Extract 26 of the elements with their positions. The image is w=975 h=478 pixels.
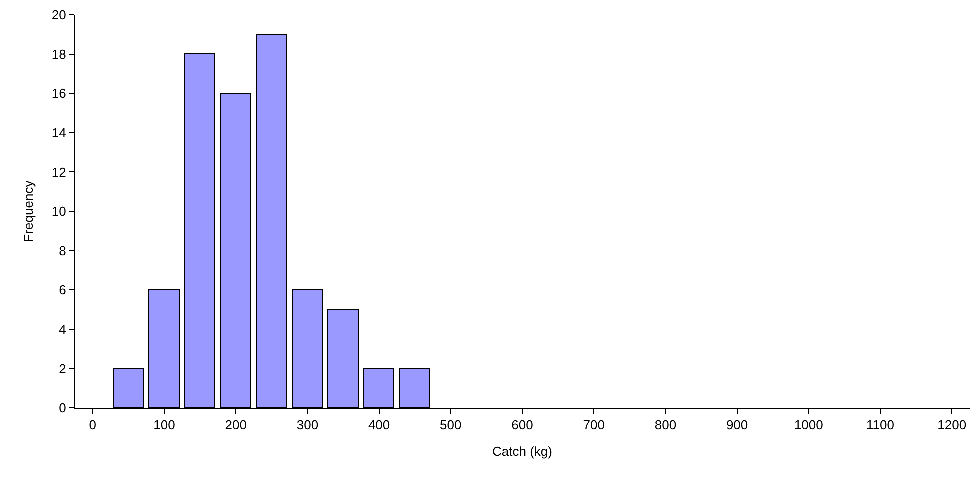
x-tick-label: 0 <box>89 418 97 433</box>
x-tick-label: 200 <box>225 418 247 433</box>
x-tick-label: 1200 <box>938 418 967 433</box>
y-tick-label: 12 <box>52 164 66 180</box>
y-tick-label: 16 <box>52 86 66 102</box>
y-tick-label: 2 <box>59 361 66 376</box>
x-tick-label: 600 <box>512 418 534 433</box>
x-tick-label: 1000 <box>794 418 824 433</box>
y-tick-label: 4 <box>59 322 66 337</box>
x-tick-label: 900 <box>726 418 748 433</box>
y-tick-label: 0 <box>59 400 66 416</box>
y-tick-label: 18 <box>52 46 66 62</box>
y-tick-label: 10 <box>52 204 66 220</box>
y-tick-label: 6 <box>59 282 66 298</box>
x-axis-title: Catch (kg) <box>492 444 552 460</box>
y-tick-label: 14 <box>52 125 66 140</box>
x-tick-label: 300 <box>296 418 319 433</box>
x-tick-label: 400 <box>368 418 390 433</box>
y-tick-label: 20 <box>52 8 66 23</box>
x-tick-label: 800 <box>654 418 677 433</box>
x-tick-label: 500 <box>440 418 462 433</box>
x-tick-label: 1100 <box>866 418 894 433</box>
x-tick-label: 100 <box>154 418 176 433</box>
y-tick-label: 8 <box>59 243 66 258</box>
x-tick-label: 700 <box>583 418 605 433</box>
y-axis-title: Frequency <box>20 180 36 242</box>
